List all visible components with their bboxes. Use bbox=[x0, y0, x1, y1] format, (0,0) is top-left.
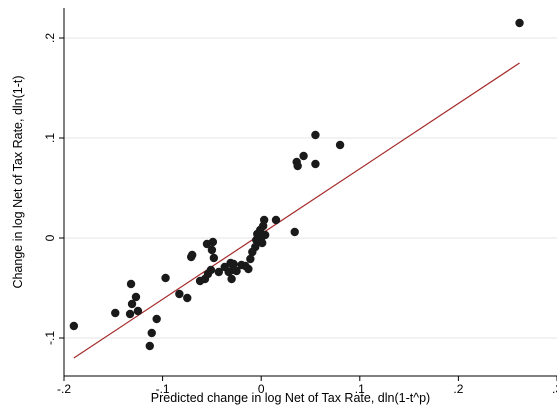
x-tick-label: -.2 bbox=[57, 382, 71, 396]
data-point bbox=[152, 314, 161, 324]
data-point bbox=[227, 274, 236, 284]
data-point bbox=[161, 273, 170, 283]
data-point bbox=[207, 245, 217, 255]
y-tick-label: 0 bbox=[43, 234, 57, 241]
y-tick-label: -.1 bbox=[43, 331, 57, 345]
data-point bbox=[131, 292, 141, 302]
data-point bbox=[145, 341, 154, 351]
data-point bbox=[311, 130, 320, 140]
axes bbox=[59, 8, 557, 381]
fit-line-layer bbox=[73, 62, 520, 359]
data-point bbox=[111, 308, 120, 318]
data-point bbox=[237, 260, 246, 270]
data-point bbox=[299, 151, 308, 161]
x-tick-label: .2 bbox=[453, 382, 463, 396]
y-tick-label: .1 bbox=[43, 133, 57, 143]
data-point bbox=[202, 239, 212, 249]
data-point bbox=[271, 215, 281, 225]
data-point bbox=[311, 159, 320, 169]
x-tick-label: 0 bbox=[258, 382, 265, 396]
data-point bbox=[293, 161, 302, 171]
y-axis-label: Change in log Net of Tax Rate, dln(1-t) bbox=[11, 75, 25, 288]
data-point bbox=[246, 254, 255, 264]
x-axis-label: Predicted change in log Net of Tax Rate,… bbox=[151, 391, 430, 405]
y-tick-label: .2 bbox=[43, 33, 57, 43]
tick-labels: -.1 0 .1 .2 -.2 -.1 0 .1 .2 .3 bbox=[43, 33, 557, 396]
data-point bbox=[248, 247, 257, 257]
data-point bbox=[125, 309, 135, 319]
x-tick-label: .3 bbox=[552, 382, 557, 396]
data-point bbox=[133, 306, 143, 316]
data-point bbox=[290, 227, 299, 237]
x-tick-label: .1 bbox=[355, 382, 365, 396]
data-point bbox=[209, 253, 219, 263]
data-point bbox=[186, 252, 196, 262]
data-point bbox=[183, 293, 192, 303]
data-point bbox=[335, 140, 345, 150]
data-point bbox=[214, 267, 224, 277]
data-point bbox=[226, 258, 235, 268]
data-point bbox=[175, 289, 184, 299]
data-point bbox=[515, 18, 524, 28]
data-point bbox=[147, 328, 156, 338]
data-points bbox=[69, 18, 524, 351]
fit-line bbox=[73, 62, 520, 359]
grid-lines bbox=[64, 37, 557, 339]
data-point bbox=[127, 299, 137, 309]
data-point bbox=[220, 262, 229, 272]
x-tick-label: -.1 bbox=[156, 382, 170, 396]
data-point bbox=[252, 235, 261, 245]
data-point bbox=[195, 276, 205, 286]
data-point bbox=[69, 321, 79, 331]
data-point bbox=[126, 279, 136, 289]
